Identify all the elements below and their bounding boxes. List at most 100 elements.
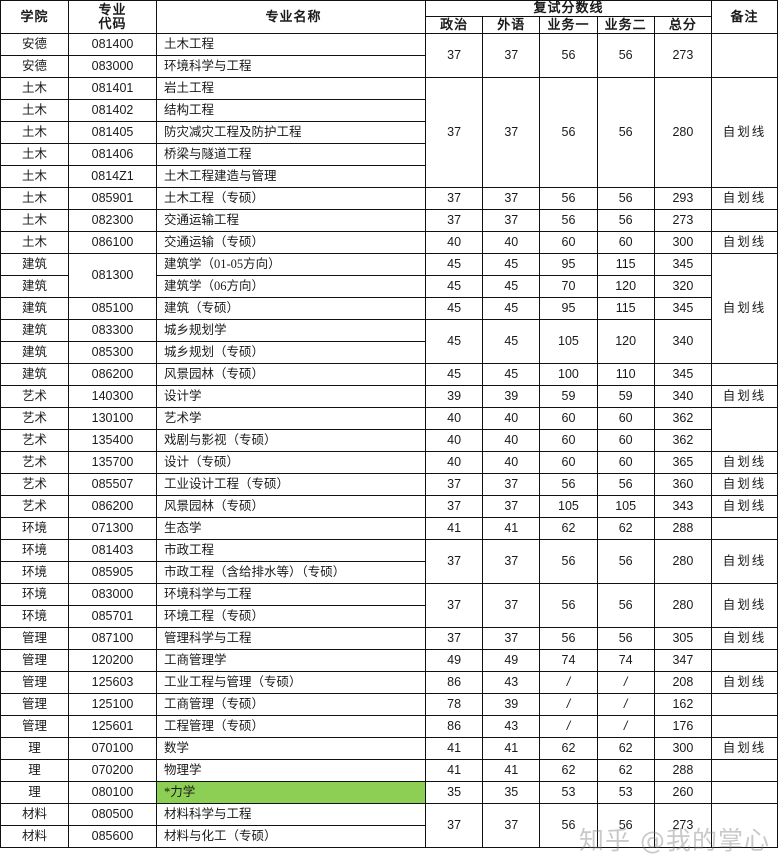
cell-college: 艺术	[0, 429, 69, 452]
cell-professional-one: /	[539, 671, 598, 694]
cell-politics: 45	[424, 319, 484, 364]
cell-professional-two: 62	[596, 737, 655, 760]
cell-major-name: 材料与化工（专硕）	[156, 825, 426, 848]
cell-politics: 37	[424, 473, 484, 496]
cell-total-score: 300	[653, 231, 713, 254]
cell-politics: 45	[424, 363, 484, 386]
cell-professional-two: 56	[596, 33, 655, 78]
cell-college: 理	[0, 759, 69, 782]
cell-major-code: 085600	[68, 825, 157, 848]
cell-major-name: 工业工程与管理（专硕）	[156, 671, 426, 694]
cell-professional-one: 56	[539, 33, 598, 78]
table-row: 环境 081403 市政工程 37 37 56 56 280 自划线	[0, 539, 778, 584]
cell-remark	[711, 803, 778, 848]
cell-remark: 自划线	[711, 385, 778, 408]
cell-total-score: 208	[653, 671, 713, 694]
cell-major-code: 081401	[68, 77, 157, 100]
cell-professional-two: /	[596, 693, 655, 716]
cell-professional-two: 56	[596, 77, 655, 188]
cell-foreign-language: 41	[482, 759, 541, 782]
table-row: 安德 081400 土木工程 37 37 56 56 273	[0, 33, 778, 78]
cell-politics: 37	[424, 187, 484, 210]
cell-foreign-language: 39	[482, 693, 541, 716]
table-row: 建筑 081300 建筑学（01-05方向） 45 45 95 115 345 自划线	[0, 253, 778, 364]
table-row: 建筑 建筑学（06方向） 45 45 70 120 320	[0, 275, 778, 298]
cell-professional-one: 60	[539, 429, 598, 452]
cell-remark: 自划线	[711, 583, 778, 628]
cell-professional-one: /	[539, 693, 598, 716]
cell-college: 土木	[0, 121, 69, 144]
cell-foreign-language: 37	[482, 473, 541, 496]
cell-total-score: 345	[653, 363, 713, 386]
cell-professional-two: 60	[596, 429, 655, 452]
cell-politics: 41	[424, 759, 484, 782]
header-college: 学院	[0, 0, 69, 34]
cell-major-code: 085701	[68, 605, 157, 628]
cell-professional-two: /	[596, 715, 655, 738]
cell-politics: 35	[424, 781, 484, 804]
cell-college: 环境	[0, 539, 69, 562]
table-row: 土木 081405 防灾减灾工程及防护工程	[0, 121, 778, 144]
cell-college: 建筑	[0, 341, 69, 364]
cell-major-name: 环境科学与工程	[156, 55, 426, 78]
cell-total-score: 345	[653, 297, 713, 320]
cell-foreign-language: 37	[482, 583, 541, 628]
table-row: 环境 083000 环境科学与工程 37 37 56 56 280 自划线	[0, 583, 778, 628]
cell-major-name: 风景园林（专硕）	[156, 495, 426, 518]
cell-major-name: 数学	[156, 737, 426, 760]
cell-professional-two: 56	[596, 803, 655, 848]
cell-major-code: 081400	[68, 33, 157, 56]
cell-politics: 37	[424, 627, 484, 650]
cell-professional-one: 105	[539, 495, 598, 518]
cell-foreign-language: 43	[482, 715, 541, 738]
table-row: 艺术 086200 风景园林（专硕） 37 37 105 105 343 自划线	[0, 495, 778, 518]
cell-politics: 37	[424, 77, 484, 188]
cell-politics: 45	[424, 253, 484, 276]
cell-professional-two: 62	[596, 759, 655, 782]
cell-foreign-language: 45	[482, 363, 541, 386]
cell-foreign-language: 37	[482, 209, 541, 232]
cell-total-score: 288	[653, 759, 713, 782]
cell-politics: 40	[424, 429, 484, 452]
cell-major-code: 125601	[68, 715, 157, 738]
cell-college: 管理	[0, 715, 69, 738]
cell-major-code: 125100	[68, 693, 157, 716]
cell-major-name: 市政工程（含给排水等）（专硕）	[156, 561, 426, 584]
cell-professional-two: 120	[596, 275, 655, 298]
cell-professional-two: 60	[596, 451, 655, 474]
cell-major-name: 设计（专硕）	[156, 451, 426, 474]
header-major-code-line1: 专业	[98, 1, 127, 17]
cell-remark: 自划线	[711, 231, 778, 254]
table-row: 管理 087100 管理科学与工程 37 37 56 56 305 自划线	[0, 627, 778, 650]
cell-college: 管理	[0, 693, 69, 716]
cell-major-name: 建筑（专硕）	[156, 297, 426, 320]
table-row: 土木 081406 桥梁与隧道工程	[0, 143, 778, 166]
cell-major-code: 140300	[68, 385, 157, 408]
cell-politics: 40	[424, 451, 484, 474]
cell-major-name: 工商管理（专硕）	[156, 693, 426, 716]
cell-professional-one: 62	[539, 759, 598, 782]
cell-college: 建筑	[0, 275, 69, 298]
table-row: 理 070200 物理学 41 41 62 62 288	[0, 759, 778, 782]
cell-college: 环境	[0, 517, 69, 540]
cell-major-name: 城乡规划学	[156, 319, 426, 342]
cell-remark	[711, 715, 778, 738]
cell-college: 艺术	[0, 385, 69, 408]
cell-college: 环境	[0, 583, 69, 606]
cell-professional-one: 56	[539, 539, 598, 584]
cell-politics: 40	[424, 407, 484, 430]
cell-major-code: 083300	[68, 319, 157, 342]
header-row-bottom: 政治 外语 业务一 业务二 总分	[1, 16, 778, 34]
cell-professional-one: 56	[539, 583, 598, 628]
cell-major-name: 艺术学	[156, 407, 426, 430]
cell-professional-two: 120	[596, 319, 655, 364]
cell-foreign-language: 40	[482, 407, 541, 430]
cell-college: 理	[0, 781, 69, 804]
cell-total-score: 340	[653, 385, 713, 408]
table-row: 材料 085600 材料与化工（专硕）	[0, 825, 778, 848]
cell-professional-one: 70	[539, 275, 598, 298]
cell-foreign-language: 37	[482, 539, 541, 584]
cell-total-score: 273	[653, 803, 713, 848]
cell-college: 管理	[0, 627, 69, 650]
cell-politics: 45	[424, 297, 484, 320]
